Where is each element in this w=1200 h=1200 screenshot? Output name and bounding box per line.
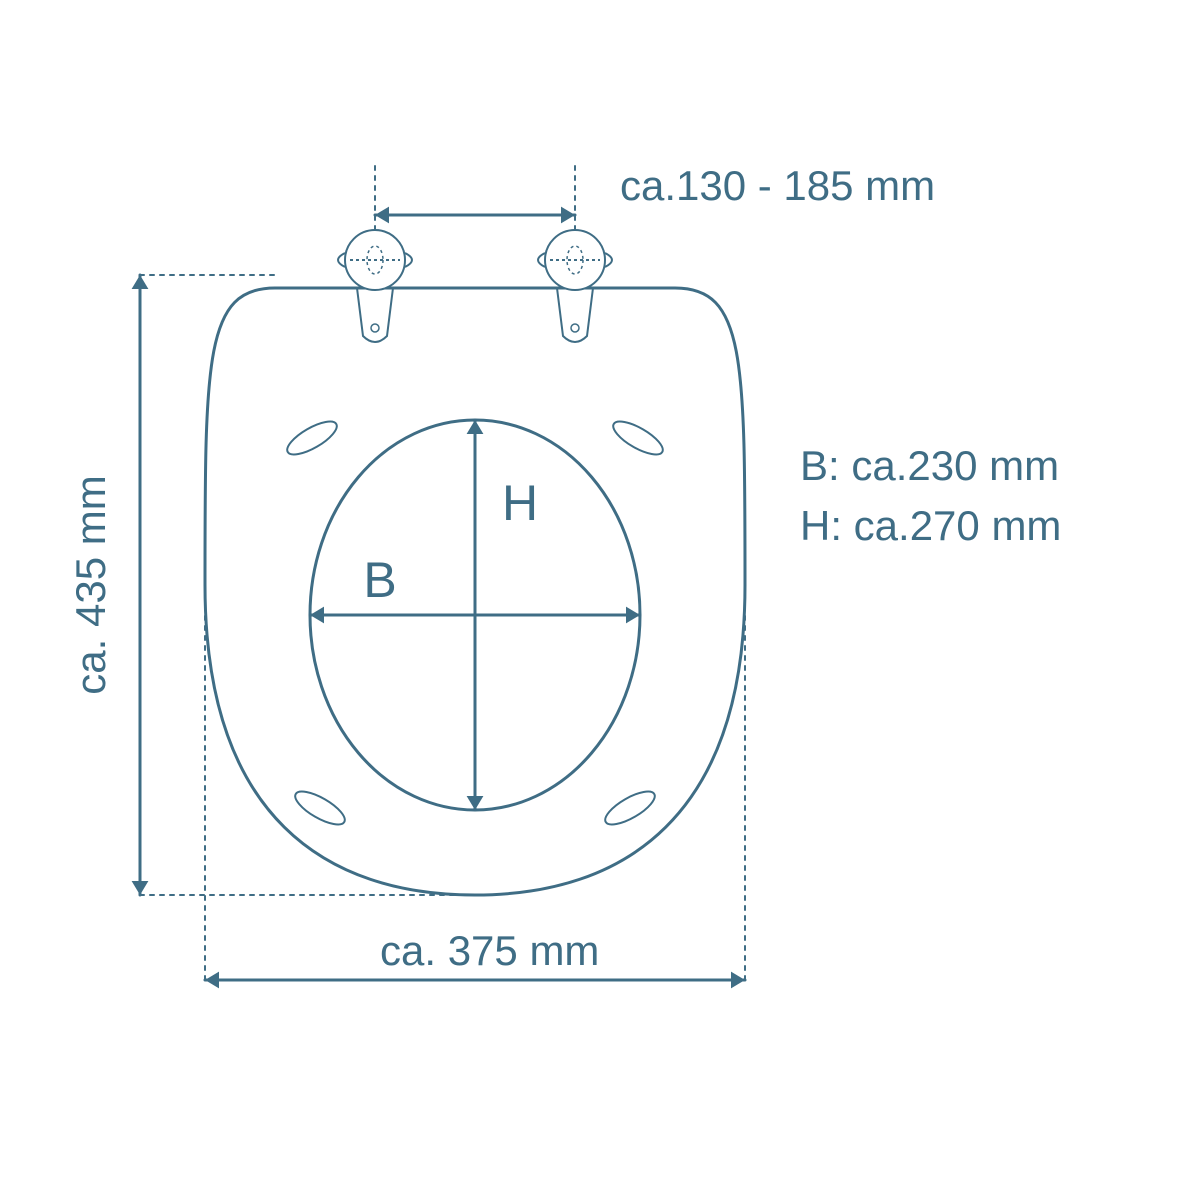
bumper <box>601 785 659 830</box>
hinge-right <box>538 230 612 342</box>
inner-b-letter: B <box>363 552 396 608</box>
hinge-left <box>338 230 412 342</box>
width-label: ca. 375 mm <box>380 927 599 974</box>
bumper <box>283 415 341 460</box>
bumper <box>609 415 667 460</box>
bumper <box>291 785 349 830</box>
height-label: ca. 435 mm <box>67 475 114 694</box>
inner-b-value: B: ca.230 mm <box>800 442 1059 489</box>
inner-h-letter: H <box>502 475 538 531</box>
inner-h-value: H: ca.270 mm <box>800 502 1061 549</box>
dimension-diagram: ca.130 - 185 mm ca. 435 mm ca. 375 mm B H B: … <box>0 0 1200 1200</box>
hinge-spacing-label: ca.130 - 185 mm <box>620 162 935 209</box>
